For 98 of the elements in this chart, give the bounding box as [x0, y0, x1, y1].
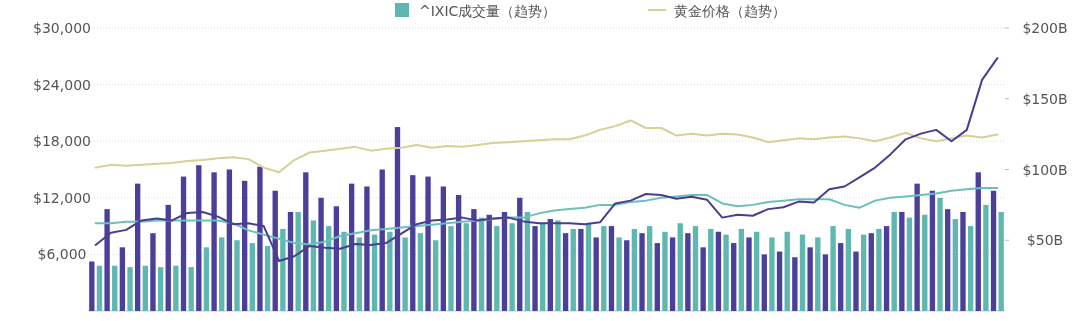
bar — [631, 228, 638, 311]
bar — [746, 237, 752, 311]
bar — [142, 265, 148, 311]
y2-tick-label: $150B — [1022, 90, 1068, 107]
y-tick-label: $30,000 — [33, 20, 91, 36]
bar — [119, 247, 126, 311]
bar — [731, 243, 737, 311]
bar — [960, 211, 966, 311]
bar — [845, 228, 852, 311]
bar — [585, 223, 592, 311]
bar — [112, 265, 118, 311]
bar — [784, 231, 790, 311]
bar — [509, 223, 515, 311]
bar — [532, 226, 538, 311]
bar — [608, 226, 615, 311]
bar — [761, 254, 767, 311]
bar — [998, 211, 1004, 311]
bar — [914, 183, 920, 311]
bar — [876, 228, 882, 311]
bar — [677, 223, 683, 311]
bar — [387, 231, 393, 311]
bar — [157, 267, 164, 311]
bar — [860, 234, 867, 311]
bar — [616, 237, 622, 311]
bar — [945, 209, 951, 311]
y-tick-label: $24,000 — [33, 76, 91, 93]
bar — [868, 233, 874, 311]
bar — [448, 226, 454, 311]
bar — [792, 257, 798, 311]
bar — [769, 237, 775, 311]
bar — [356, 237, 362, 311]
bar — [753, 231, 760, 311]
bar — [402, 237, 408, 311]
bar — [937, 197, 943, 311]
bar — [593, 237, 599, 311]
bar — [89, 261, 95, 311]
bar — [188, 267, 194, 311]
bar — [639, 233, 645, 311]
bar — [776, 251, 783, 311]
bar — [371, 234, 378, 311]
bar — [96, 265, 103, 311]
y-tick-label: $6,000 — [37, 246, 87, 263]
bar — [983, 204, 989, 311]
bar — [830, 226, 836, 311]
bar — [853, 251, 859, 311]
bar — [906, 217, 913, 311]
bar — [127, 267, 133, 311]
bar — [708, 228, 714, 311]
bar — [433, 240, 439, 311]
bar — [150, 233, 156, 311]
legend-label: ^IXIC成交量（趋势） — [419, 3, 557, 19]
bar — [723, 234, 729, 311]
bar — [173, 265, 179, 311]
bar — [799, 234, 806, 311]
y2-tick-label: $200B — [1022, 20, 1068, 36]
bar — [234, 240, 240, 311]
line-series — [94, 119, 999, 174]
bar — [540, 223, 546, 311]
bar — [715, 231, 722, 311]
bar — [883, 226, 890, 311]
bar — [654, 243, 660, 311]
bar — [601, 226, 607, 311]
bar — [838, 243, 844, 311]
bar — [967, 226, 974, 311]
bar — [219, 237, 225, 311]
bar — [952, 219, 958, 311]
bar — [555, 220, 561, 311]
bar — [990, 190, 997, 311]
bar — [975, 172, 981, 311]
bar — [646, 226, 653, 311]
bar — [929, 190, 936, 311]
bar — [478, 217, 485, 311]
y-tick-label: $18,000 — [33, 133, 91, 150]
bar — [822, 254, 829, 311]
bar — [738, 228, 745, 311]
bar — [891, 211, 897, 311]
legend-label: 黄金价格（趋势） — [674, 3, 786, 19]
bar — [669, 237, 676, 311]
bar — [417, 233, 424, 311]
bar — [815, 237, 821, 311]
bar — [249, 243, 255, 311]
bar — [685, 233, 691, 311]
y2-tick-label: $50B — [1026, 232, 1064, 249]
bar — [264, 245, 271, 311]
bar — [662, 231, 668, 311]
bar — [570, 228, 576, 311]
bar — [624, 240, 630, 311]
bar — [700, 247, 706, 311]
bar — [203, 247, 210, 311]
bar — [807, 247, 813, 311]
y2-tick-label: $100B — [1022, 161, 1068, 178]
bar — [578, 228, 584, 311]
bar — [692, 226, 699, 311]
bar — [562, 233, 569, 311]
y-tick-label: $12,000 — [33, 189, 91, 206]
bar — [922, 214, 928, 311]
bar — [899, 211, 905, 311]
bar — [494, 226, 500, 311]
